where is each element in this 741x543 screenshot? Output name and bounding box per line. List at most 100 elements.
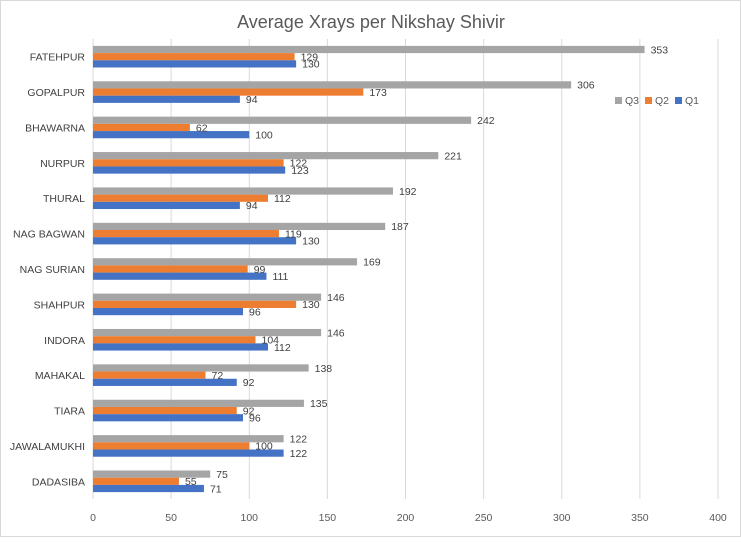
data-label: 96 [249, 306, 261, 318]
labels-layer: 0 50 100 150 200 250 300 350 400353129130FATEHPU… [10, 44, 727, 524]
legend-label: Q2 [655, 95, 669, 107]
data-label: 94 [246, 94, 258, 106]
category-label: DADASIBA [32, 476, 85, 488]
bar-q2 [93, 336, 256, 344]
legend-label: Q1 [685, 95, 699, 107]
category-label: FATEHPUR [30, 52, 86, 64]
x-tick-label: 250 [475, 512, 493, 524]
data-label: 112 [274, 193, 291, 205]
bar-q3 [93, 45, 645, 54]
x-tick-label: 0 [90, 512, 96, 524]
bar-q1 [93, 378, 237, 386]
data-label: 92 [243, 405, 255, 417]
bar-q1 [93, 95, 240, 103]
data-label: 55 [185, 476, 197, 488]
data-label: 173 [369, 87, 387, 99]
bar-q2 [93, 477, 179, 485]
bars-layer [93, 45, 645, 493]
category-label: INDORA [44, 335, 85, 347]
bar-q2 [93, 230, 279, 238]
data-label: 221 [444, 150, 462, 162]
x-tick-label: 150 [319, 512, 337, 524]
data-label: 75 [216, 469, 228, 481]
data-label: 130 [302, 236, 320, 248]
bar-q2 [93, 53, 295, 61]
x-tick-label: 200 [397, 512, 415, 524]
bar-q3 [93, 435, 284, 443]
category-label: NURPUR [40, 158, 85, 170]
bar-q3 [93, 152, 439, 160]
bar-q1 [93, 343, 268, 351]
x-tick-label: 300 [553, 512, 571, 524]
data-label: 111 [272, 271, 288, 283]
bar-q2 [93, 371, 206, 379]
data-label: 146 [327, 327, 345, 339]
bar-q1 [93, 484, 204, 493]
data-label: 192 [399, 186, 417, 198]
bar-q1 [93, 307, 243, 316]
category-label: GOPALPUR [27, 87, 85, 99]
data-label: 122 [290, 158, 308, 170]
category-label: BHAWARNA [25, 122, 85, 134]
data-label: 122 [290, 448, 308, 460]
chart-title: Average Xrays per Nikshay Shivir [237, 12, 505, 32]
data-label: 353 [651, 44, 669, 56]
category-label: NAG BAGWAN [13, 229, 85, 241]
x-tick-label: 100 [240, 512, 258, 524]
bar-q1 [93, 272, 267, 280]
bar-q2 [93, 442, 250, 450]
bar-q3 [93, 399, 304, 407]
bar-q1 [93, 414, 243, 422]
data-label: 130 [302, 59, 320, 71]
data-label: 138 [315, 363, 333, 375]
legend-swatch-q2 [645, 97, 652, 104]
bar-q2 [93, 194, 268, 202]
data-label: 99 [254, 264, 266, 276]
legend: Q3 Q2 Q1 [615, 95, 699, 107]
data-label: 169 [363, 257, 381, 269]
bar-q1 [93, 237, 297, 245]
data-label: 112 [274, 342, 291, 354]
data-label: 96 [249, 413, 261, 425]
category-label: JAWALAMUKHI [10, 441, 85, 453]
bar-q2 [93, 406, 237, 415]
data-label: 119 [285, 228, 302, 240]
legend-swatch-q3 [615, 97, 622, 104]
data-label: 306 [577, 80, 595, 92]
x-tick-label: 400 [709, 512, 727, 524]
bar-q1 [93, 60, 297, 68]
data-label: 242 [477, 115, 495, 127]
bar-q3 [93, 187, 393, 195]
data-label: 62 [196, 122, 208, 134]
bar-q2 [93, 88, 364, 96]
bar-q3 [93, 222, 386, 231]
legend-label: Q3 [625, 95, 639, 107]
data-label: 122 [290, 434, 308, 446]
bar-q2 [93, 123, 190, 132]
data-label: 135 [310, 398, 328, 410]
data-label: 92 [243, 377, 255, 389]
category-label: TIARA [54, 406, 85, 418]
data-label: 130 [302, 299, 320, 311]
data-label: 187 [391, 221, 409, 233]
bar-q1 [93, 201, 240, 210]
bar-q3 [93, 328, 322, 337]
bar-q3 [93, 470, 211, 478]
x-tick-label: 50 [165, 512, 177, 524]
bar-q3 [93, 258, 358, 266]
data-label: 100 [255, 129, 273, 141]
data-label: 72 [212, 370, 224, 382]
bar-q1 [93, 166, 286, 174]
data-label: 146 [327, 292, 345, 304]
data-label: 71 [210, 483, 222, 495]
category-label: SHAHPUR [34, 299, 86, 311]
grid-layer [92, 39, 719, 499]
bar-q1 [93, 449, 284, 457]
legend-swatch-q1 [675, 97, 682, 104]
data-label: 100 [255, 441, 273, 453]
data-label: 94 [246, 200, 258, 212]
bar-q1 [93, 131, 250, 139]
data-label: 123 [291, 165, 309, 177]
bar-q2 [93, 265, 248, 273]
